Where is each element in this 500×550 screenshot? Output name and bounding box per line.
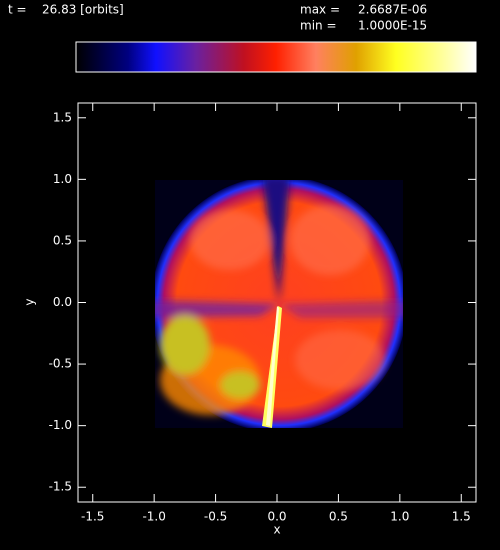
x-tick-label: -1.5: [81, 510, 104, 524]
y-tick-label: 0.5: [53, 233, 72, 247]
x-tick-label: -1.0: [142, 510, 165, 524]
y-tick-label: -1.0: [49, 418, 72, 432]
x-axis-label: x: [273, 523, 280, 537]
x-tick-label: 1.0: [390, 510, 409, 524]
y-tick-label: -0.5: [49, 357, 72, 371]
y-tick-label: 0.0: [53, 295, 72, 309]
time-value: 26.83 [orbits]: [42, 3, 124, 17]
max-value: 2.6687E-06: [358, 3, 427, 17]
density-image: [155, 180, 403, 428]
max-label: max =: [300, 3, 340, 17]
y-tick-label: 1.0: [53, 172, 72, 186]
y-tick-label: 1.5: [53, 110, 72, 124]
min-value: 1.0000E-15: [358, 19, 427, 33]
x-tick-label: -0.5: [204, 510, 227, 524]
y-axis-label: y: [23, 298, 37, 305]
time-label: t =: [8, 3, 27, 17]
x-tick-label: 1.5: [452, 510, 471, 524]
colorbar: [75, 41, 477, 73]
y-tick-label: -1.5: [49, 480, 72, 494]
min-label: min =: [300, 19, 337, 33]
x-tick-label: 0.5: [329, 510, 348, 524]
x-tick-label: 0.0: [267, 510, 286, 524]
